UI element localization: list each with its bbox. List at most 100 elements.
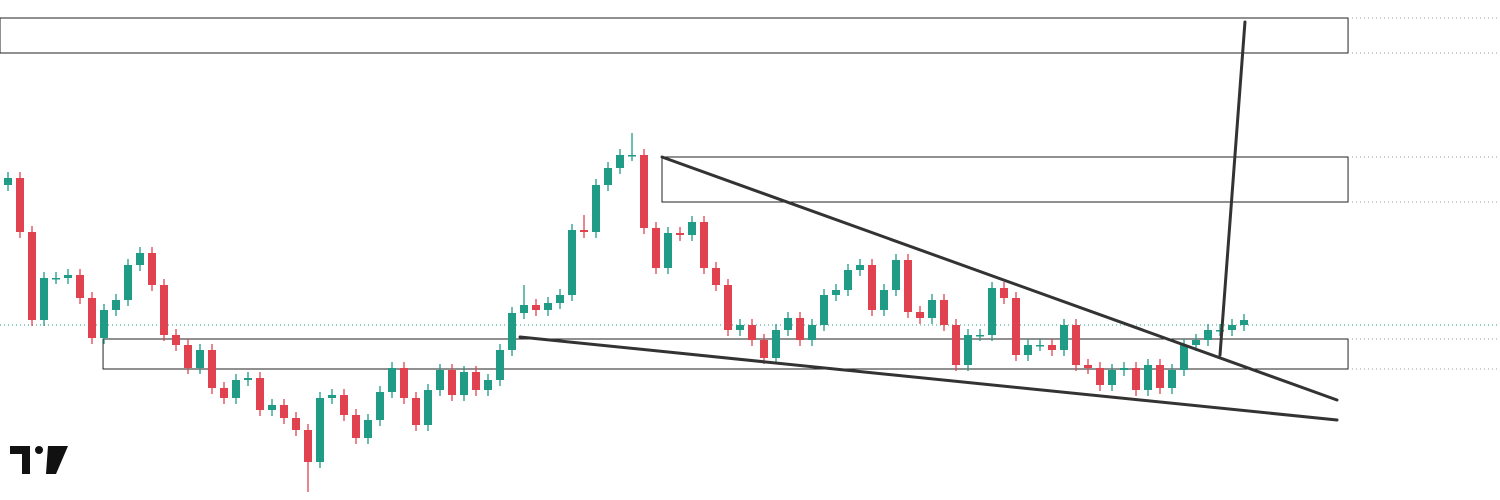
candle-body — [556, 295, 565, 303]
candle-body — [340, 395, 349, 415]
zone — [0, 17, 1349, 54]
zone — [102, 338, 1349, 370]
candle-body — [1180, 345, 1189, 370]
candle-body — [688, 222, 697, 235]
candle-body — [1060, 325, 1069, 350]
candle-body — [316, 398, 325, 462]
candle-body — [484, 380, 493, 390]
candle-body — [1240, 320, 1249, 325]
candle-body — [784, 318, 793, 330]
candle-body — [400, 368, 409, 398]
candle-body — [1204, 330, 1213, 340]
candle-body — [136, 253, 145, 265]
candle-body — [424, 390, 433, 425]
candle-body — [964, 335, 973, 365]
candle-body — [1084, 365, 1093, 368]
candle-body — [1024, 345, 1033, 355]
candle-body — [772, 330, 781, 358]
candle-body — [1036, 345, 1045, 347]
candle-body — [940, 300, 949, 325]
candle-body — [880, 290, 889, 310]
candle-body — [796, 318, 805, 340]
candle-body — [544, 303, 553, 310]
candle-body — [1000, 288, 1009, 298]
candle-body — [124, 265, 133, 300]
trendline — [518, 335, 1339, 422]
candle-body — [256, 378, 265, 410]
candle-body — [328, 395, 337, 398]
candle-body — [1072, 325, 1081, 365]
candle-body — [1192, 340, 1201, 345]
trendline — [1218, 20, 1247, 357]
candle-body — [172, 335, 181, 345]
candle-body — [808, 325, 817, 340]
candle-body — [1144, 365, 1153, 390]
candle-body — [208, 350, 217, 388]
candle-body — [952, 325, 961, 365]
candle-body — [1132, 368, 1141, 390]
candle-body — [1168, 370, 1177, 388]
candle-body — [616, 155, 625, 168]
candle-body — [700, 222, 709, 268]
candle-body — [184, 345, 193, 368]
candle-body — [1120, 368, 1129, 370]
candle-body — [436, 370, 445, 390]
trendline — [660, 155, 1339, 402]
candle-body — [1156, 365, 1165, 388]
candle-body — [1048, 345, 1057, 350]
candle-body — [196, 350, 205, 368]
candle-body — [1108, 370, 1117, 385]
candle-body — [568, 230, 577, 295]
candle-body — [280, 405, 289, 418]
candle-body — [88, 298, 97, 338]
candle-body — [148, 253, 157, 285]
candle-body — [352, 415, 361, 438]
candle-body — [364, 420, 373, 438]
candle-body — [16, 178, 25, 232]
candle-body — [520, 305, 529, 313]
candle-body — [40, 278, 49, 320]
candle-body — [592, 185, 601, 232]
candle-body — [388, 368, 397, 392]
candle-body — [1012, 298, 1021, 355]
candle-body — [676, 233, 685, 235]
candle-body — [928, 300, 937, 318]
candle-body — [1228, 325, 1237, 330]
candle-body — [268, 405, 277, 410]
candle-body — [760, 340, 769, 358]
candle-body — [4, 178, 13, 185]
candle-body — [604, 168, 613, 185]
candle-body — [292, 418, 301, 430]
candle-body — [304, 430, 313, 462]
candle-body — [76, 275, 85, 298]
candle-body — [160, 285, 169, 335]
candle-body — [832, 290, 841, 295]
candle-body — [892, 260, 901, 290]
candle-body — [904, 260, 913, 312]
candle-body — [220, 388, 229, 398]
candle-body — [844, 270, 853, 290]
candle-body — [1096, 368, 1105, 385]
candle-body — [580, 230, 589, 232]
candle-body — [736, 325, 745, 330]
candle-body — [724, 285, 733, 330]
candle-body — [748, 325, 757, 340]
candle-body — [52, 278, 61, 280]
candle-body — [64, 275, 73, 278]
candle-body — [496, 350, 505, 380]
candle-body — [640, 155, 649, 228]
candle-body — [856, 265, 865, 270]
candle-body — [412, 398, 421, 425]
candle-body — [28, 232, 37, 320]
tradingview-logo — [10, 446, 68, 474]
candle-body — [112, 300, 121, 310]
candle-body — [628, 155, 637, 157]
candle-body — [820, 295, 829, 325]
candle-body — [976, 335, 985, 337]
candle-body — [664, 233, 673, 268]
candle-body — [1216, 330, 1225, 332]
candle-body — [448, 370, 457, 395]
candle-body — [868, 265, 877, 310]
candle-body — [460, 372, 469, 395]
candle-body — [532, 305, 541, 310]
